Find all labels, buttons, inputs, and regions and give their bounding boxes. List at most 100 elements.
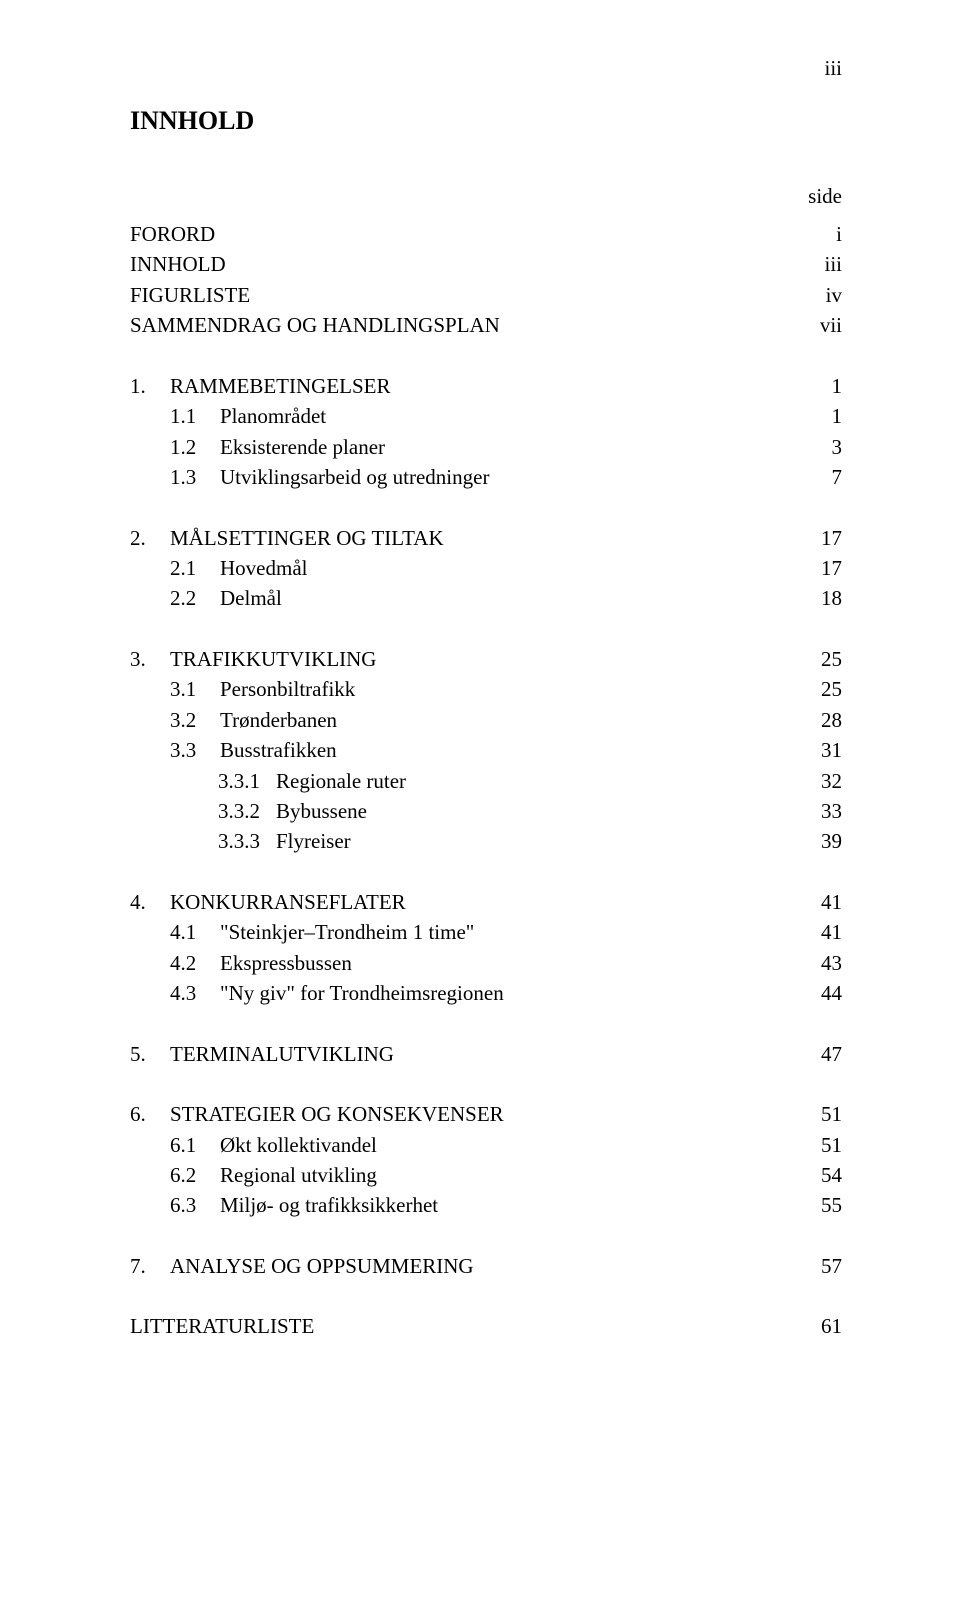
toc-section-block: 5.TERMINALUTVIKLING47 — [130, 1039, 842, 1069]
toc-entry-page: 3 — [802, 432, 842, 462]
toc-entry-page: 43 — [802, 948, 842, 978]
toc-entry-page: 41 — [802, 917, 842, 947]
toc-row: 1.1Planområdet1 — [130, 401, 842, 431]
toc-row: 3.3.1Regionale ruter32 — [130, 766, 842, 796]
toc-row: 3.3.3Flyreiser39 — [130, 826, 842, 856]
toc-entry-page: 1 — [802, 371, 842, 401]
toc-subsubsection-title: 3.3.3Flyreiser — [218, 826, 802, 856]
toc-row: SAMMENDRAG OG HANDLINGSPLANvii — [130, 310, 842, 340]
toc-subsection-title: 1.3Utviklingsarbeid og utredninger — [170, 462, 802, 492]
toc-row: 5.TERMINALUTVIKLING47 — [130, 1039, 842, 1069]
toc-section-title: 4.KONKURRANSEFLATER — [130, 887, 802, 917]
toc-row: 3.3.2Bybussene33 — [130, 796, 842, 826]
toc-entry-page: i — [802, 219, 842, 249]
toc-subsection-title: 4.3"Ny giv" for Trondheimsregionen — [170, 978, 802, 1008]
toc-entry-page: 1 — [802, 401, 842, 431]
toc-section-title: 1.RAMMEBETINGELSER — [130, 371, 802, 401]
toc-row: 3.1Personbiltrafikk25 — [130, 674, 842, 704]
toc-row: 2.MÅLSETTINGER OG TILTAK17 — [130, 523, 842, 553]
toc-entry-page: 57 — [802, 1251, 842, 1281]
toc-row: 7.ANALYSE OG OPPSUMMERING57 — [130, 1251, 842, 1281]
toc-heading: INNHOLD — [130, 106, 842, 136]
toc-section-title: 2.MÅLSETTINGER OG TILTAK — [130, 523, 802, 553]
toc-subsubsection-title: 3.3.2Bybussene — [218, 796, 802, 826]
toc-entry-label: FIGURLISTE — [130, 280, 802, 310]
toc-row: 4.1"Steinkjer–Trondheim 1 time"41 — [130, 917, 842, 947]
toc-row: INNHOLDiii — [130, 249, 842, 279]
toc-body: FORORDiINNHOLDiiiFIGURLISTEivSAMMENDRAG … — [130, 219, 842, 1342]
toc-entry-page: 61 — [802, 1311, 842, 1341]
toc-entry-page: 51 — [802, 1099, 842, 1129]
toc-subsection-title: 1.1Planområdet — [170, 401, 802, 431]
toc-subsubsection-title: 3.3.1Regionale ruter — [218, 766, 802, 796]
toc-section-block: 7.ANALYSE OG OPPSUMMERING57 — [130, 1251, 842, 1281]
toc-subsection-title: 2.2Delmål — [170, 583, 802, 613]
toc-row: 6.1Økt kollektivandel51 — [130, 1130, 842, 1160]
toc-entry-page: 55 — [802, 1190, 842, 1220]
toc-row: 4.2Ekspressbussen43 — [130, 948, 842, 978]
toc-row: FIGURLISTEiv — [130, 280, 842, 310]
toc-front-block: FORORDiINNHOLDiiiFIGURLISTEivSAMMENDRAG … — [130, 219, 842, 341]
toc-entry-page: 41 — [802, 887, 842, 917]
toc-entry-label: FORORD — [130, 219, 802, 249]
toc-section-title: 6.STRATEGIER OG KONSEKVENSER — [130, 1099, 802, 1129]
toc-entry-page: vii — [802, 310, 842, 340]
toc-entry-page: 31 — [802, 735, 842, 765]
toc-row: 6.3Miljø- og trafikksikkerhet55 — [130, 1190, 842, 1220]
toc-row: 4.KONKURRANSEFLATER41 — [130, 887, 842, 917]
toc-subsection-title: 4.2Ekspressbussen — [170, 948, 802, 978]
toc-entry-page: 51 — [802, 1130, 842, 1160]
toc-subsection-title: 4.1"Steinkjer–Trondheim 1 time" — [170, 917, 802, 947]
toc-entry-page: iv — [802, 280, 842, 310]
toc-row: 3.TRAFIKKUTVIKLING25 — [130, 644, 842, 674]
toc-section-block: 4.KONKURRANSEFLATER414.1"Steinkjer–Trond… — [130, 887, 842, 1009]
toc-back-label: LITTERATURLISTE — [130, 1311, 802, 1341]
toc-entry-label: INNHOLD — [130, 249, 802, 279]
toc-section-title: 5.TERMINALUTVIKLING — [130, 1039, 802, 1069]
toc-entry-page: 39 — [802, 826, 842, 856]
toc-row: 1.2Eksisterende planer3 — [130, 432, 842, 462]
toc-row: 6.STRATEGIER OG KONSEKVENSER51 — [130, 1099, 842, 1129]
page-number-top: iii — [824, 56, 842, 81]
toc-subsection-title: 1.2Eksisterende planer — [170, 432, 802, 462]
toc-row: 4.3"Ny giv" for Trondheimsregionen44 — [130, 978, 842, 1008]
toc-subsection-title: 6.1Økt kollektivandel — [170, 1130, 802, 1160]
toc-section-block: 1.RAMMEBETINGELSER11.1Planområdet11.2Eks… — [130, 371, 842, 493]
toc-row: 2.1Hovedmål17 — [130, 553, 842, 583]
toc-entry-page: 33 — [802, 796, 842, 826]
toc-section-block: 6.STRATEGIER OG KONSEKVENSER516.1Økt kol… — [130, 1099, 842, 1221]
toc-row: LITTERATURLISTE61 — [130, 1311, 842, 1341]
toc-section-block: 2.MÅLSETTINGER OG TILTAK172.1Hovedmål172… — [130, 523, 842, 614]
toc-entry-page: iii — [802, 249, 842, 279]
toc-entry-page: 7 — [802, 462, 842, 492]
toc-row: 6.2Regional utvikling54 — [130, 1160, 842, 1190]
toc-row: FORORDi — [130, 219, 842, 249]
document-page: iii INNHOLD side FORORDiINNHOLDiiiFIGURL… — [0, 0, 960, 1613]
toc-entry-page: 25 — [802, 674, 842, 704]
side-column-label: side — [130, 184, 842, 209]
toc-row: 3.2Trønderbanen28 — [130, 705, 842, 735]
toc-row: 1.RAMMEBETINGELSER1 — [130, 371, 842, 401]
toc-section-block: 3.TRAFIKKUTVIKLING253.1Personbiltrafikk2… — [130, 644, 842, 857]
toc-subsection-title: 6.3Miljø- og trafikksikkerhet — [170, 1190, 802, 1220]
toc-subsection-title: 2.1Hovedmål — [170, 553, 802, 583]
toc-entry-label: SAMMENDRAG OG HANDLINGSPLAN — [130, 310, 802, 340]
toc-entry-page: 32 — [802, 766, 842, 796]
toc-subsection-title: 3.1Personbiltrafikk — [170, 674, 802, 704]
toc-row: 3.3Busstrafikken31 — [130, 735, 842, 765]
toc-entry-page: 17 — [802, 523, 842, 553]
toc-section-title: 7.ANALYSE OG OPPSUMMERING — [130, 1251, 802, 1281]
toc-entry-page: 25 — [802, 644, 842, 674]
toc-subsection-title: 6.2Regional utvikling — [170, 1160, 802, 1190]
toc-entry-page: 18 — [802, 583, 842, 613]
toc-entry-page: 54 — [802, 1160, 842, 1190]
toc-subsection-title: 3.3Busstrafikken — [170, 735, 802, 765]
toc-section-title: 3.TRAFIKKUTVIKLING — [130, 644, 802, 674]
toc-entry-page: 28 — [802, 705, 842, 735]
toc-entry-page: 44 — [802, 978, 842, 1008]
toc-entry-page: 17 — [802, 553, 842, 583]
toc-row: 1.3Utviklingsarbeid og utredninger7 — [130, 462, 842, 492]
toc-row: 2.2Delmål18 — [130, 583, 842, 613]
toc-subsection-title: 3.2Trønderbanen — [170, 705, 802, 735]
toc-entry-page: 47 — [802, 1039, 842, 1069]
